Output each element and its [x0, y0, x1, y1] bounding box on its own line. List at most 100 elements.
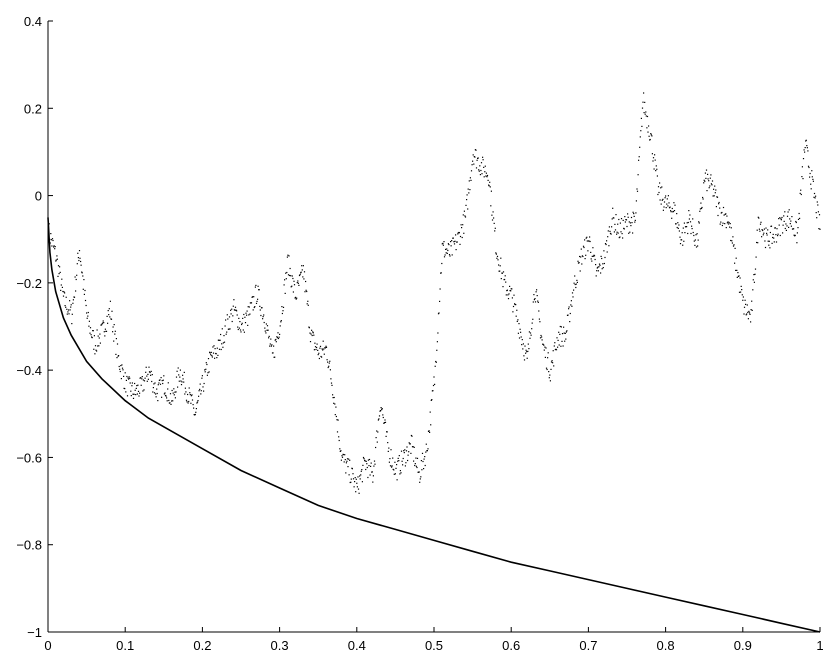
scatter-point — [695, 234, 697, 236]
scatter-point — [89, 332, 91, 334]
scatter-point — [634, 221, 636, 223]
scatter-point — [336, 419, 338, 421]
scatter-point — [534, 301, 537, 303]
scatter-point — [808, 166, 810, 169]
scatter-point — [668, 207, 671, 209]
scatter-point — [396, 464, 398, 466]
scatter-point — [339, 448, 341, 450]
scatter-point — [722, 206, 725, 209]
scatter-point — [259, 309, 261, 311]
scatter-point — [338, 439, 340, 442]
scatter-point — [511, 297, 513, 299]
scatter-point — [263, 314, 265, 316]
scatter-point — [470, 179, 472, 181]
scatter-point — [204, 369, 206, 371]
scatter-point — [663, 201, 666, 203]
scatter-point — [130, 395, 132, 397]
scatter-point — [543, 349, 545, 351]
scatter-point — [643, 92, 645, 94]
scatter-point — [79, 257, 81, 259]
scatter-point — [640, 130, 642, 132]
scatter-point — [602, 263, 604, 265]
scatter-point — [301, 269, 303, 271]
scatter-point — [477, 157, 479, 159]
scatter-point — [743, 313, 745, 315]
scatter-point — [295, 298, 297, 300]
scatter-point — [65, 296, 67, 298]
scatter-point — [431, 399, 433, 401]
scatter-point — [564, 332, 566, 334]
scatter-point — [116, 343, 119, 345]
scatter-point — [456, 241, 458, 243]
scatter-point — [83, 279, 85, 281]
scatter-point — [273, 345, 275, 347]
scatter-point — [729, 226, 731, 228]
scatter-point — [141, 378, 143, 380]
scatter-point — [466, 194, 468, 196]
scatter-point — [795, 221, 797, 224]
scatter-point — [195, 411, 197, 413]
scatter-point — [651, 153, 653, 155]
scatter-point — [769, 247, 771, 249]
scatter-point — [132, 397, 135, 399]
x-tick-label: 0.2 — [193, 638, 211, 653]
scatter-point — [612, 207, 614, 209]
scatter-point — [280, 321, 282, 323]
scatter-point — [480, 169, 482, 172]
scatter-point — [66, 308, 68, 310]
scatter-point — [236, 310, 238, 312]
scatter-point — [403, 450, 405, 452]
scatter-point — [637, 174, 639, 176]
scatter-point — [430, 424, 432, 426]
y-tick-label: −0.8 — [16, 538, 42, 553]
scatter-point — [575, 283, 577, 285]
scatter-point — [384, 421, 387, 423]
scatter-point — [518, 337, 521, 339]
scatter-point — [709, 177, 711, 179]
scatter-point — [748, 310, 750, 312]
scatter-point — [51, 245, 53, 247]
scatter-point — [515, 304, 517, 306]
scatter-point — [500, 278, 502, 280]
scatter-point — [526, 357, 528, 359]
scatter-point — [348, 474, 350, 476]
scatter-point — [497, 259, 499, 261]
scatter-point — [375, 446, 377, 449]
scatter-point — [724, 213, 726, 215]
scatter-point — [123, 375, 125, 377]
scatter-point — [598, 266, 600, 268]
scatter-point — [409, 443, 411, 445]
scatter-point — [527, 343, 529, 345]
scatter-point — [54, 248, 56, 250]
scatter-point — [199, 388, 201, 390]
scatter-point — [510, 290, 512, 292]
scatter-point — [295, 296, 297, 298]
scatter-point — [608, 226, 610, 228]
scatter-point — [678, 224, 680, 226]
scatter-point — [767, 229, 769, 231]
scatter-point — [121, 367, 124, 369]
scatter-point — [710, 174, 712, 176]
scatter-point — [595, 275, 597, 277]
scatter-point — [677, 227, 679, 229]
scatter-point — [378, 418, 380, 420]
scatter-point — [732, 245, 735, 247]
scatter-point — [499, 265, 501, 267]
scatter-point — [720, 221, 722, 223]
scatter-point — [449, 255, 451, 257]
scatter-point — [423, 458, 425, 460]
scatter-point — [210, 351, 212, 353]
scatter-point — [56, 258, 58, 260]
scatter-point — [819, 228, 821, 230]
scatter-point — [245, 312, 247, 314]
scatter-point — [142, 390, 144, 392]
scatter-point — [486, 174, 489, 177]
scatter-point — [569, 312, 571, 315]
scatter-point — [442, 244, 444, 246]
scatter-point — [393, 473, 395, 475]
scatter-point — [439, 300, 441, 302]
scatter-point — [797, 218, 800, 220]
scatter-point — [374, 463, 376, 465]
scatter-point — [262, 316, 264, 318]
scatter-point — [163, 375, 165, 377]
